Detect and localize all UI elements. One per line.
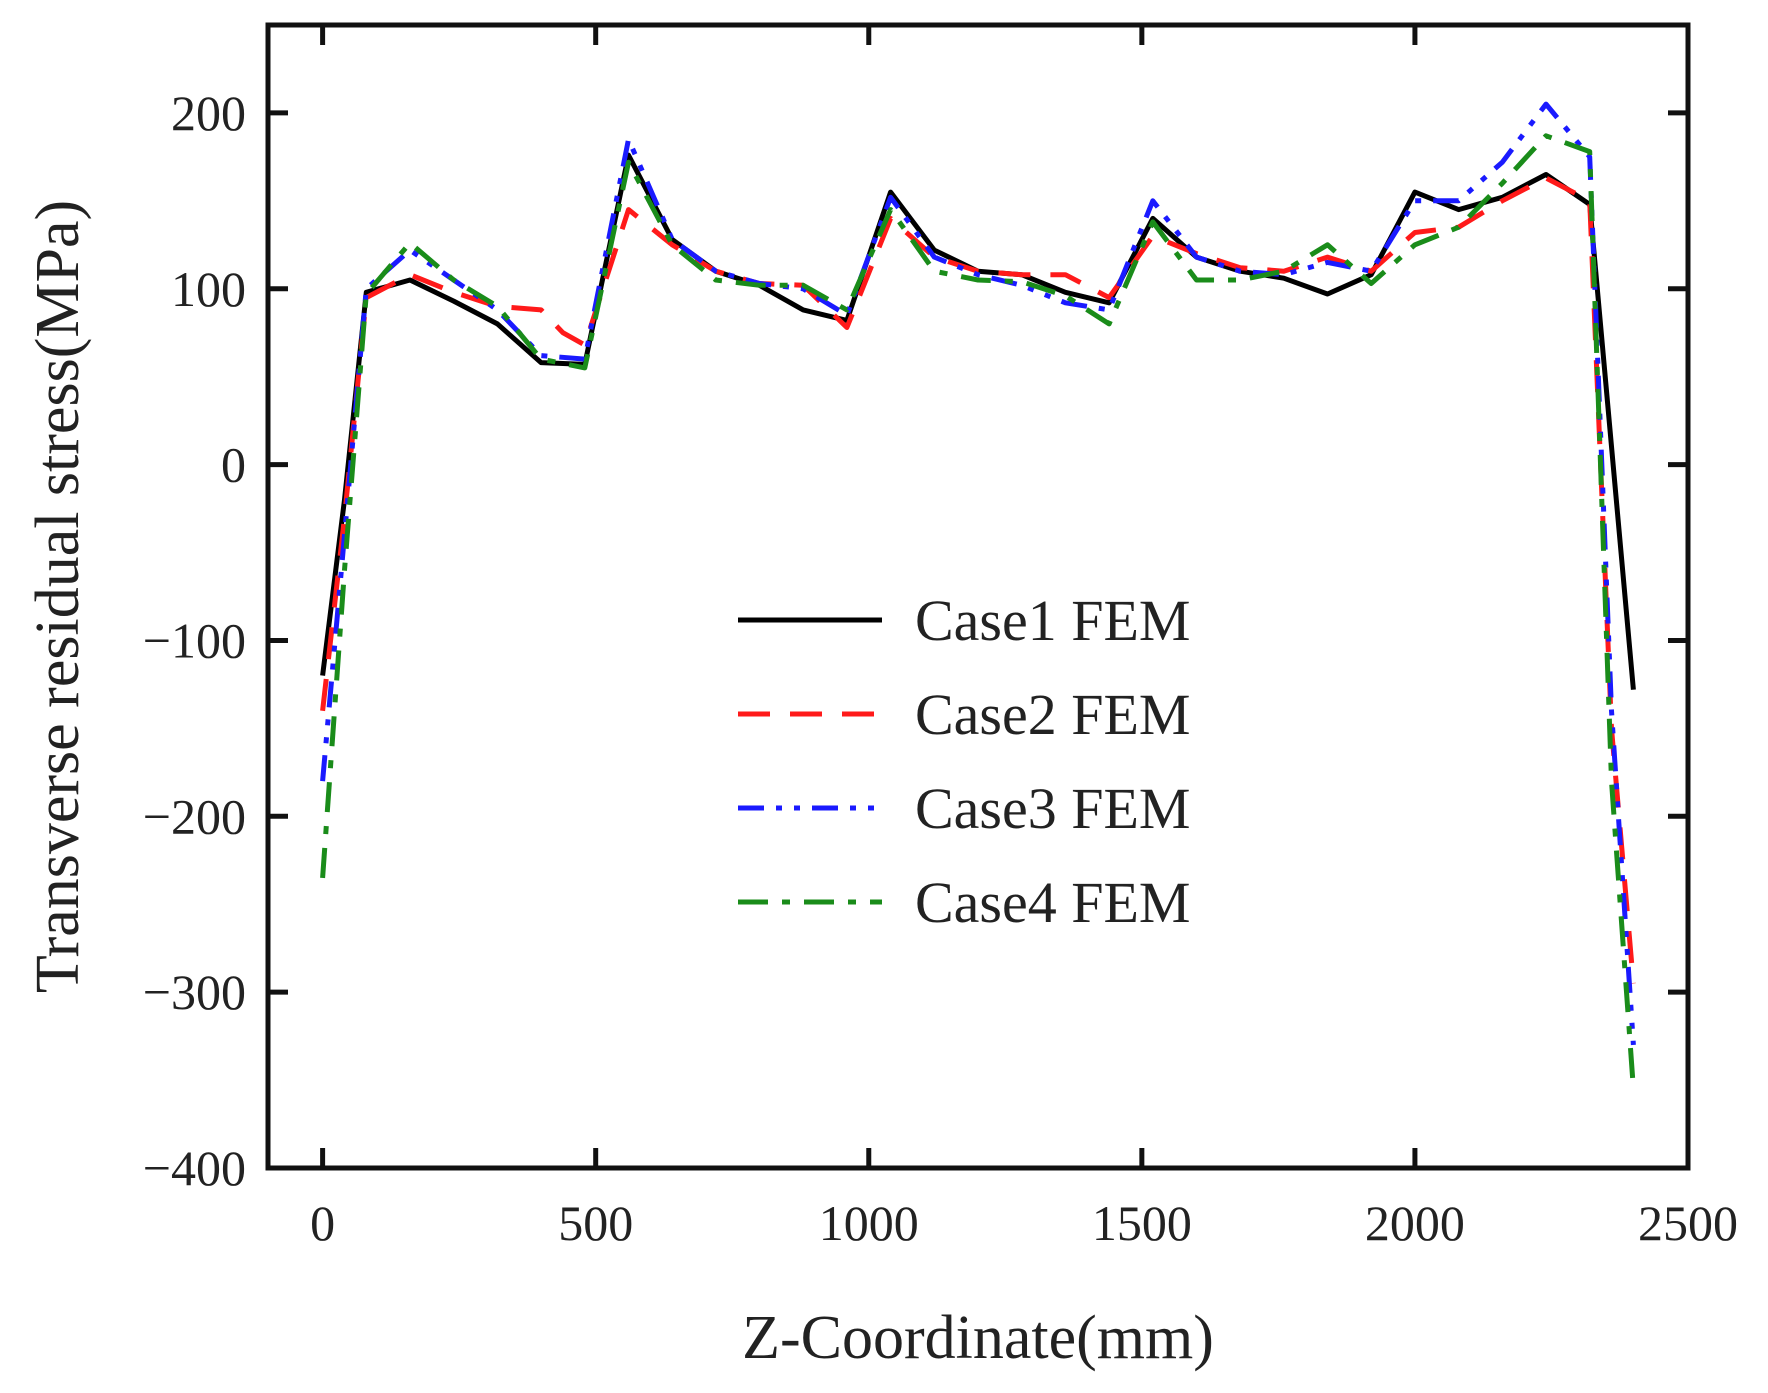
y-tick-label: −300: [143, 964, 246, 1020]
series-line-case2-fem: [320, 175, 1636, 984]
x-tick-label: 0: [310, 1195, 335, 1251]
y-tick-label: −400: [143, 1140, 246, 1196]
legend-label-case3: Case3 FEM: [915, 776, 1191, 841]
x-tick-label: 500: [558, 1195, 633, 1251]
legend-item-case3: Case3 FEM: [738, 776, 1191, 841]
x-tick-label: 2500: [1638, 1195, 1738, 1251]
legend-label-case4: Case4 FEM: [915, 870, 1191, 935]
x-axis-title: Z-Coordinate(mm): [742, 1304, 1214, 1372]
series-layer: [320, 101, 1636, 1090]
series-line-case3-fem: [320, 101, 1636, 1046]
y-tick-label: −200: [143, 788, 246, 844]
legend-label-case1: Case1 FEM: [915, 588, 1191, 653]
x-tick-label: 2000: [1365, 1195, 1465, 1251]
y-tick-label: 0: [221, 437, 246, 493]
ticks-layer: [268, 25, 1691, 1171]
legend-item-case1: Case1 FEM: [738, 588, 1191, 653]
y-tick-label: 200: [171, 85, 246, 141]
series-line-case1-fem: [320, 152, 1636, 690]
series-line-case4-fem: [320, 133, 1636, 1090]
legend: Case1 FEM Case2 FEM Case3 FEM Case4 FEM: [738, 588, 1191, 935]
plot-frame: [265, 22, 1691, 1171]
y-tick-label: 100: [171, 261, 246, 317]
x-tick-label: 1000: [819, 1195, 919, 1251]
legend-item-case2: Case2 FEM: [738, 682, 1191, 747]
x-tick-label: 1500: [1092, 1195, 1192, 1251]
y-axis-title: Transverse residual stress(MPa): [24, 200, 92, 993]
tick-labels-layer: 0 500 1000 1500 2000 2500 −400 −300 −200 −100 0 100…: [143, 85, 1738, 1251]
y-tick-label: −100: [143, 612, 246, 668]
legend-item-case4: Case4 FEM: [738, 870, 1191, 935]
legend-label-case2: Case2 FEM: [915, 682, 1191, 747]
